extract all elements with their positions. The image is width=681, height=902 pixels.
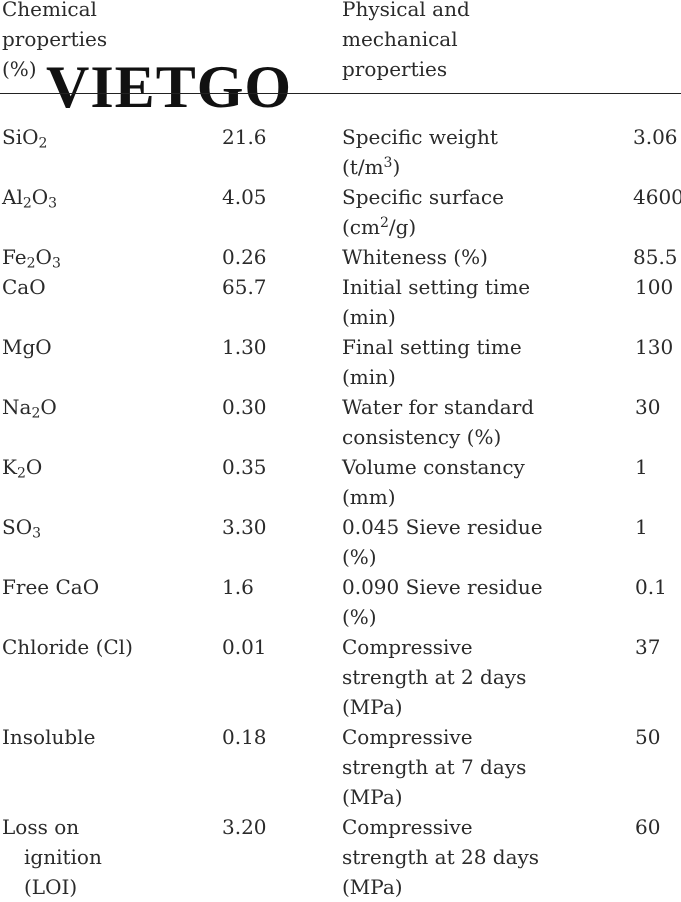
physical-property-name: Specific weight (t/m3) bbox=[342, 125, 498, 179]
table-row: MgO 1.30 Final setting time (min) 130 bbox=[0, 332, 681, 392]
chemical-property-value: 0.30 bbox=[222, 395, 267, 419]
chemical-property-value: 0.01 bbox=[222, 635, 267, 659]
header-line: Physical and bbox=[342, 0, 470, 21]
physical-property-name: 0.090 Sieve residue (%) bbox=[342, 575, 543, 629]
physical-property-value: 1 bbox=[635, 455, 648, 479]
header-line: properties bbox=[2, 27, 108, 51]
chemical-property-name: SiO2 bbox=[2, 125, 48, 152]
chemical-property-name: Al2O3 bbox=[2, 185, 58, 212]
table-row: SO3 3.30 0.045 Sieve residue (%) 1 bbox=[0, 512, 681, 572]
vietgo-watermark-logo: VIETGO bbox=[46, 54, 293, 120]
physical-property-value: 3.06 bbox=[633, 125, 678, 149]
physical-property-value: 0.1 bbox=[635, 575, 667, 599]
physical-property-name: Whiteness (%) bbox=[342, 245, 488, 269]
chemical-property-name: Na2O bbox=[2, 395, 57, 422]
physical-property-value: 130 bbox=[635, 335, 674, 359]
table-row: SiO2 21.6 Specific weight (t/m3) 3.06 bbox=[0, 122, 681, 182]
chemical-property-value: 1.30 bbox=[222, 335, 267, 359]
table-row: Insoluble 0.18 Compressive strength at 7 da… bbox=[0, 722, 681, 812]
chemical-property-value: 3.20 bbox=[222, 815, 267, 839]
chemical-property-name: Chloride (Cl) bbox=[2, 635, 133, 659]
table-row: K2O 0.35 Volume constancy (mm) 1 bbox=[0, 452, 681, 512]
physical-property-value: 37 bbox=[635, 635, 661, 659]
chemical-property-name: Fe2O3 bbox=[2, 245, 61, 272]
table-row: Na2O 0.30 Water for standard consistency (%… bbox=[0, 392, 681, 452]
physical-property-name: Compressive strength at 2 days (MPa) bbox=[342, 635, 527, 719]
chemical-property-name: MgO bbox=[2, 335, 52, 359]
chemical-property-name: Loss on ignition (LOI) bbox=[2, 815, 102, 899]
chemical-property-value: 3.30 bbox=[222, 515, 267, 539]
chemical-properties-header: Chemical properties (%) bbox=[2, 0, 152, 84]
header-divider bbox=[0, 93, 681, 94]
table-row: Loss on ignition (LOI) 3.20 Compressive stren… bbox=[0, 812, 681, 902]
physical-property-name: Compressive strength at 28 days (MPa) bbox=[342, 815, 540, 899]
header-line: Chemical bbox=[2, 0, 97, 21]
chemical-property-name: K2O bbox=[2, 455, 43, 482]
physical-property-name: Specific surface (cm2/g) bbox=[342, 185, 504, 239]
table-row: CaO 65.7 Initial setting time (min) 100 bbox=[0, 272, 681, 332]
header-line: (%) bbox=[2, 57, 37, 81]
physical-property-value: 30 bbox=[635, 395, 661, 419]
chemical-property-value: 4.05 bbox=[222, 185, 267, 209]
physical-property-name: Water for standard consistency (%) bbox=[342, 395, 535, 449]
table-row: Fe2O3 0.26 Whiteness (%) 85.5 bbox=[0, 242, 681, 272]
table-row: Free CaO 1.6 0.090 Sieve residue (%) 0.1 bbox=[0, 572, 681, 632]
physical-property-value: 60 bbox=[635, 815, 661, 839]
physical-property-name: Compressive strength at 7 days (MPa) bbox=[342, 725, 527, 809]
table-row: Al2O3 4.05 Specific surface (cm2/g) 4600 bbox=[0, 182, 681, 242]
chemical-property-value: 0.26 bbox=[222, 245, 267, 269]
physical-property-name: Initial setting time (min) bbox=[342, 275, 531, 329]
chemical-property-name: SO3 bbox=[2, 515, 42, 542]
physical-mechanical-properties-header: Physical and mechanical properties bbox=[342, 0, 542, 84]
physical-property-name: Volume constancy (mm) bbox=[342, 455, 525, 509]
table-row: Chloride (Cl) 0.01 Compressive strength at … bbox=[0, 632, 681, 722]
physical-property-name: 0.045 Sieve residue (%) bbox=[342, 515, 543, 569]
chemical-property-value: 65.7 bbox=[222, 275, 267, 299]
physical-property-value: 100 bbox=[635, 275, 674, 299]
physical-property-value: 85.5 bbox=[633, 245, 678, 269]
physical-property-name: Final setting time (min) bbox=[342, 335, 522, 389]
chemical-property-value: 0.18 bbox=[222, 725, 267, 749]
physical-property-value: 1 bbox=[635, 515, 648, 539]
physical-property-value: 4600 bbox=[633, 185, 681, 209]
chemical-property-name: Free CaO bbox=[2, 575, 100, 599]
chemical-property-value: 0.35 bbox=[222, 455, 267, 479]
chemical-property-name: CaO bbox=[2, 275, 46, 299]
physical-property-value: 50 bbox=[635, 725, 661, 749]
chemical-property-value: 21.6 bbox=[222, 125, 267, 149]
properties-table: SiO2 21.6 Specific weight (t/m3) 3.06 Al2O3 4.… bbox=[0, 122, 681, 902]
header-line: properties bbox=[342, 57, 448, 81]
chemical-property-value: 1.6 bbox=[222, 575, 254, 599]
header-line: mechanical bbox=[342, 27, 458, 51]
chemical-property-name: Insoluble bbox=[2, 725, 96, 749]
